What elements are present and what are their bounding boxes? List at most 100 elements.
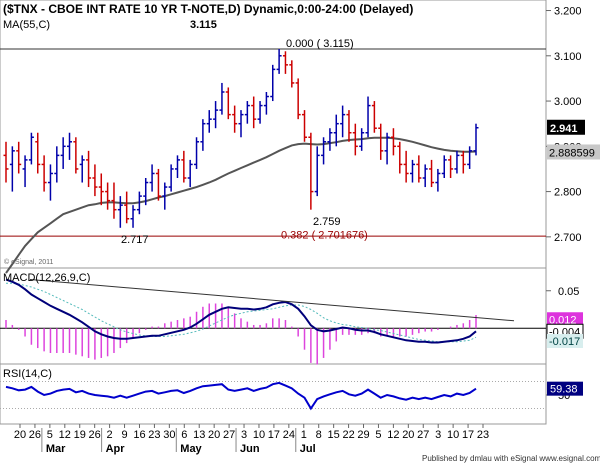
ohlc-bar bbox=[194, 137, 200, 169]
ohlc-bar bbox=[371, 101, 377, 133]
ohlc-bar bbox=[136, 191, 142, 215]
ohlc-bar bbox=[47, 164, 53, 201]
ohlc-bar bbox=[105, 182, 111, 210]
ma-value-box bbox=[547, 144, 600, 160]
x-tick-label: 9 bbox=[121, 429, 127, 441]
ohlc-bar bbox=[143, 178, 149, 206]
x-tick-label: 20 bbox=[402, 429, 414, 441]
month-label: Mar bbox=[46, 443, 66, 455]
ohlc-bar bbox=[232, 105, 238, 133]
macd-label: MACD(12,26,9,C) bbox=[3, 272, 90, 284]
month-label: Jul bbox=[300, 443, 316, 455]
ma-indicator-label: MA(55,C) bbox=[3, 19, 50, 31]
y-tick-label: 2.700 bbox=[554, 232, 582, 244]
rsi-value-label: 59.38 bbox=[550, 384, 578, 396]
ohlc-bar bbox=[359, 128, 365, 151]
ohlc-bar bbox=[28, 132, 34, 165]
ohlc-bar bbox=[384, 132, 390, 165]
ma-value-label: 2.888599 bbox=[549, 147, 595, 159]
watermark: © eSignal, 2011 bbox=[4, 258, 54, 266]
macd-signal-value-box bbox=[547, 334, 583, 348]
macd-histogram-value-box bbox=[547, 312, 583, 327]
ohlc-bar bbox=[378, 123, 384, 160]
x-tick-label: 3 bbox=[241, 429, 247, 441]
ohlc-bar bbox=[289, 60, 295, 88]
ohlc-bar bbox=[340, 105, 346, 138]
ohlc-bar bbox=[200, 119, 206, 151]
ohlc-bar bbox=[213, 101, 219, 129]
ohlc-bar bbox=[448, 155, 454, 178]
ohlc-bar bbox=[206, 110, 212, 133]
x-tick-label: 12 bbox=[59, 429, 71, 441]
ohlc-bar bbox=[244, 101, 250, 124]
ohlc-bar bbox=[333, 114, 339, 147]
chart-title: ($TNX - CBOE INT RATE 10 YR T-NOTE,D) Dy… bbox=[3, 2, 413, 16]
ohlc-bar bbox=[409, 159, 415, 183]
x-tick-label: 22 bbox=[342, 429, 354, 441]
ohlc-bar bbox=[22, 155, 28, 188]
x-tick-label: 10 bbox=[447, 429, 459, 441]
ohlc-bar bbox=[238, 110, 244, 138]
ohlc-bar bbox=[35, 132, 41, 174]
x-tick-label: 3 bbox=[435, 429, 441, 441]
ohlc-bar bbox=[3, 141, 9, 183]
macd-trendline bbox=[29, 279, 515, 322]
x-tick-label: 12 bbox=[387, 429, 399, 441]
x-tick-label: 13 bbox=[193, 429, 205, 441]
x-tick-label: 1 bbox=[301, 429, 307, 441]
main-panel-frame bbox=[0, 0, 547, 269]
ohlc-bar bbox=[86, 150, 92, 188]
ohlc-bar bbox=[168, 164, 174, 192]
x-tick-label: 10 bbox=[253, 429, 265, 441]
annotation-label: 0.000 ( 3.115) bbox=[286, 38, 354, 50]
ohlc-bar bbox=[403, 150, 409, 183]
ohlc-bar bbox=[130, 205, 136, 228]
ohlc-bar bbox=[149, 164, 155, 192]
x-tick-label: 29 bbox=[357, 429, 369, 441]
ohlc-bar bbox=[54, 146, 60, 183]
x-tick-label: 17 bbox=[268, 429, 280, 441]
ohlc-bar bbox=[73, 137, 79, 174]
ohlc-bar bbox=[270, 64, 276, 102]
macd-line bbox=[5, 278, 477, 344]
rsi-value-box bbox=[547, 381, 583, 396]
last-price-box bbox=[547, 119, 585, 135]
annotation-label: 0.382 ( 2.701676) bbox=[281, 230, 368, 242]
month-label: Jun bbox=[240, 443, 260, 455]
ohlc-bar bbox=[295, 78, 301, 120]
annotation-label: 3.115 bbox=[190, 19, 217, 31]
ma-line bbox=[5, 136, 477, 274]
ohlc-bar bbox=[117, 196, 123, 228]
right-axis-area bbox=[546, 0, 600, 424]
x-tick-label: 27 bbox=[417, 429, 429, 441]
ohlc-bar bbox=[282, 51, 288, 74]
month-label: Apr bbox=[106, 443, 126, 455]
x-tick-label: 16 bbox=[133, 429, 145, 441]
ohlc-bar bbox=[9, 146, 15, 192]
ohlc-bar bbox=[352, 123, 358, 156]
x-tick-label: 27 bbox=[223, 429, 235, 441]
x-tick-label: 19 bbox=[74, 429, 86, 441]
ohlc-bar bbox=[251, 96, 257, 129]
ohlc-bar bbox=[67, 132, 73, 160]
ohlc-bar bbox=[263, 92, 269, 115]
ohlc-bar bbox=[435, 168, 441, 192]
x-tick-label: 2 bbox=[107, 429, 113, 441]
ohlc-bar bbox=[79, 155, 85, 183]
annotation-label: 2.759 bbox=[313, 216, 341, 228]
x-tick-label: 15 bbox=[328, 429, 340, 441]
ohlc-bar bbox=[327, 128, 333, 151]
ohlc-bar bbox=[181, 150, 187, 183]
macd-y-tick-label: 0.05 bbox=[558, 286, 579, 298]
annotation-label: 2.717 bbox=[121, 234, 149, 246]
x-tick-label: 30 bbox=[163, 429, 175, 441]
x-tick-label: 20 bbox=[14, 429, 26, 441]
x-tick-label: 24 bbox=[283, 429, 295, 441]
ohlc-bar bbox=[308, 132, 314, 210]
x-tick-label: 5 bbox=[375, 429, 381, 441]
x-tick-label: 26 bbox=[89, 429, 101, 441]
ohlc-bar bbox=[276, 49, 282, 74]
x-tick-label: 5 bbox=[47, 429, 53, 441]
x-tick-label: 23 bbox=[148, 429, 160, 441]
